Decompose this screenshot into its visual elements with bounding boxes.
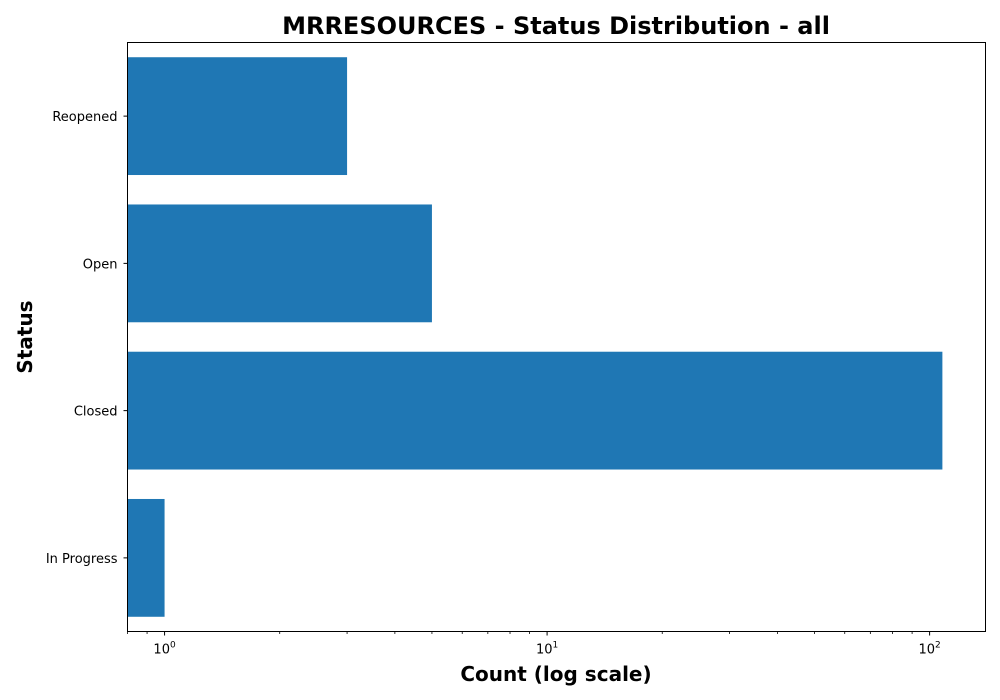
y-axis-label: Status <box>13 300 37 373</box>
chart-title: MRRESOURCES - Status Distribution - all <box>282 12 830 40</box>
bar-reopened <box>127 57 348 176</box>
x-tick-label: 101 <box>536 641 558 658</box>
bars-group <box>127 57 943 617</box>
x-tick-label-base: 10 <box>918 643 935 658</box>
y-tick-label-open: Open <box>83 257 118 272</box>
x-tick-label-exponent: 0 <box>170 641 176 651</box>
x-tick-label-exponent: 1 <box>552 641 558 651</box>
y-axis-ticks: In Progress Closed Open Reopened <box>46 110 128 567</box>
y-tick-label-closed: Closed <box>74 405 118 420</box>
bar-open <box>127 204 432 323</box>
x-tick-label-base: 10 <box>536 643 553 658</box>
x-tick-label: 102 <box>918 641 940 658</box>
x-tick-label: 100 <box>153 641 176 658</box>
plot-frame <box>127 42 986 632</box>
bar-closed <box>127 351 943 470</box>
x-tick-label-base: 10 <box>153 643 170 658</box>
x-axis-label: Count (log scale) <box>460 662 651 686</box>
bar-in-progress <box>127 498 165 617</box>
x-tick-label-exponent: 2 <box>935 641 941 651</box>
y-tick-label-in-progress: In Progress <box>46 552 118 567</box>
y-tick-label-reopened: Reopened <box>52 110 117 125</box>
x-axis-ticks: 100 101 102 <box>127 631 941 658</box>
